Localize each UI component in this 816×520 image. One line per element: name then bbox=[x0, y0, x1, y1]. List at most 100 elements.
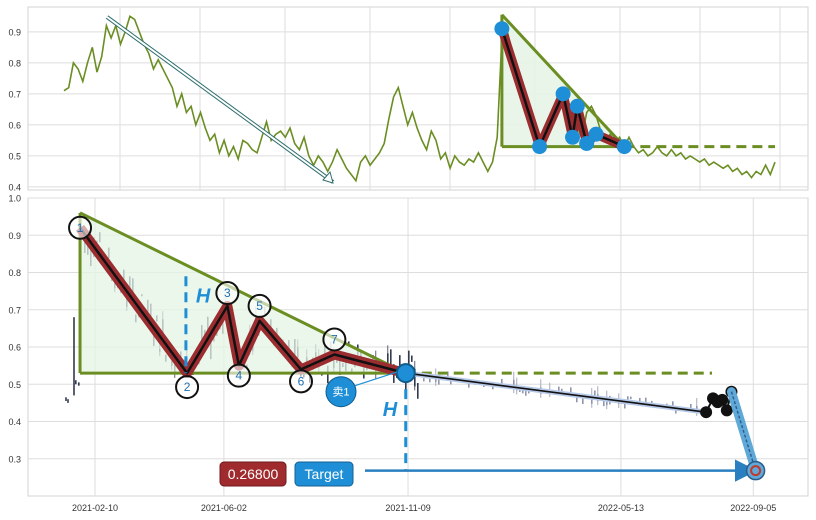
candle bbox=[576, 395, 578, 403]
candle bbox=[525, 388, 527, 396]
candle bbox=[405, 380, 407, 393]
candle bbox=[411, 355, 413, 362]
overview-triangle-upper bbox=[500, 13, 626, 148]
candle bbox=[417, 382, 419, 399]
candle bbox=[570, 387, 572, 395]
pattern-point-1 bbox=[68, 215, 93, 240]
target-value-badge: 0.26800 bbox=[219, 461, 287, 487]
projection-height-label: H bbox=[383, 399, 398, 421]
pattern-point-label: 7 bbox=[331, 332, 338, 346]
candle bbox=[690, 403, 692, 410]
pattern-x-axis: 2021-02-10 2021-06-02 2021-11-09 2022-05-13… bbox=[72, 503, 776, 513]
pattern-point-5 bbox=[247, 293, 272, 318]
pattern-y-tick: 0.8 bbox=[8, 268, 21, 278]
overview-pattern-point-5 bbox=[569, 98, 585, 114]
pattern-y-tick: 0.9 bbox=[8, 231, 21, 241]
candle bbox=[675, 409, 677, 414]
sell-signal-pointer bbox=[354, 371, 397, 387]
overview-price-line bbox=[63, 15, 776, 183]
overview-plot-area bbox=[27, 6, 809, 191]
sell-signal-bubble bbox=[325, 376, 357, 408]
candle bbox=[582, 396, 584, 405]
sell-signal-label: 卖1 bbox=[332, 386, 349, 399]
pattern-point-6 bbox=[289, 369, 314, 394]
candle bbox=[438, 378, 440, 385]
actual-point-1 bbox=[700, 406, 713, 419]
candle bbox=[672, 401, 674, 408]
candle bbox=[348, 341, 350, 345]
pattern-chart: 0.30.40.50.60.70.80.91.0 2021-02-10 2021-… bbox=[8, 194, 809, 513]
overview-y-tick: 0.4 bbox=[8, 182, 21, 192]
pattern-y-tick: 0.7 bbox=[8, 305, 21, 315]
candle bbox=[447, 371, 449, 379]
overview-decline-arrow-head bbox=[322, 170, 334, 184]
target-value-label: 0.26800 bbox=[228, 466, 279, 482]
candle bbox=[594, 390, 596, 399]
pattern-point-4 bbox=[226, 363, 251, 388]
pattern-x-tick: 2022-05-13 bbox=[598, 503, 644, 513]
pattern-x-tick: 2022-09-05 bbox=[730, 503, 776, 513]
candle bbox=[501, 378, 503, 387]
target-badge: Target bbox=[294, 461, 354, 487]
pattern-x-tick: 2021-02-10 bbox=[72, 503, 118, 513]
overview-pattern-point-3 bbox=[555, 86, 571, 102]
pattern-x-tick: 2021-11-09 bbox=[385, 503, 430, 513]
candle bbox=[423, 378, 425, 382]
candle bbox=[75, 380, 77, 385]
overview-pattern-point-6 bbox=[579, 135, 595, 151]
overview-y-tick: 0.6 bbox=[8, 120, 21, 130]
overview-pattern-point-8 bbox=[616, 139, 632, 155]
pattern-point-3 bbox=[215, 281, 240, 306]
pattern-point-label: 3 bbox=[224, 286, 231, 300]
candle bbox=[558, 386, 560, 394]
pattern-y-tick: 0.3 bbox=[8, 454, 21, 464]
overview-decline-arrow-inner bbox=[106, 16, 334, 183]
candle bbox=[399, 355, 401, 368]
breakdown-point bbox=[395, 363, 416, 384]
pattern-marks: H H 卖1 1 2 3 4 5 6 7 bbox=[68, 211, 766, 482]
candle bbox=[390, 349, 392, 369]
target-point bbox=[745, 460, 766, 481]
overview-y-tick: 0.9 bbox=[8, 27, 21, 37]
pattern-point-2 bbox=[175, 375, 200, 400]
target-point-center bbox=[750, 465, 762, 477]
overview-pattern-point-7 bbox=[588, 126, 604, 142]
overview-y-axis: 0.4 0.5 0.6 0.7 0.8 0.9 bbox=[8, 27, 21, 192]
candle bbox=[429, 378, 431, 383]
overview-pattern-point-1 bbox=[494, 21, 510, 37]
pattern-x-tick: 2021-06-02 bbox=[201, 503, 247, 513]
candle bbox=[408, 350, 410, 365]
pattern-point-label: 6 bbox=[298, 374, 305, 388]
pattern-height-label: H bbox=[196, 285, 211, 307]
actual-point-5 bbox=[720, 404, 733, 417]
candle bbox=[450, 380, 452, 385]
candle bbox=[528, 390, 530, 394]
candle bbox=[603, 398, 605, 407]
target-label: Target bbox=[305, 466, 344, 482]
candle bbox=[645, 397, 647, 406]
pattern-point-label: 2 bbox=[184, 380, 191, 394]
pattern-y-tick: 0.5 bbox=[8, 380, 21, 390]
breakdown-path bbox=[405, 372, 707, 413]
candle bbox=[78, 382, 80, 386]
overview-y-tick: 0.7 bbox=[8, 89, 21, 99]
overview-marks bbox=[63, 13, 776, 184]
candle bbox=[522, 389, 524, 394]
overview-grid bbox=[28, 7, 808, 190]
pattern-point-label: 1 bbox=[77, 221, 84, 235]
pattern-y-tick: 1.0 bbox=[8, 194, 21, 204]
target-projection-line bbox=[730, 391, 757, 471]
pattern-point-label: 4 bbox=[236, 369, 243, 383]
pattern-point-label: 5 bbox=[256, 299, 263, 313]
pattern-y-tick: 0.4 bbox=[8, 417, 21, 427]
pattern-y-axis: 0.3 0.4 0.5 0.6 0.7 0.8 0.9 1.0 bbox=[8, 194, 21, 465]
pattern-point-7 bbox=[322, 327, 347, 352]
resistance-line bbox=[79, 211, 407, 375]
overview-pattern-point-4 bbox=[565, 129, 581, 145]
pattern-y-tick: 0.6 bbox=[8, 343, 21, 353]
pattern-zigzag bbox=[78, 227, 407, 375]
overview-y-tick: 0.5 bbox=[8, 151, 21, 161]
overview-chart: 0.4 0.5 0.6 0.7 0.8 0.9 bbox=[8, 6, 809, 192]
overview-pattern-point-2 bbox=[532, 139, 548, 155]
